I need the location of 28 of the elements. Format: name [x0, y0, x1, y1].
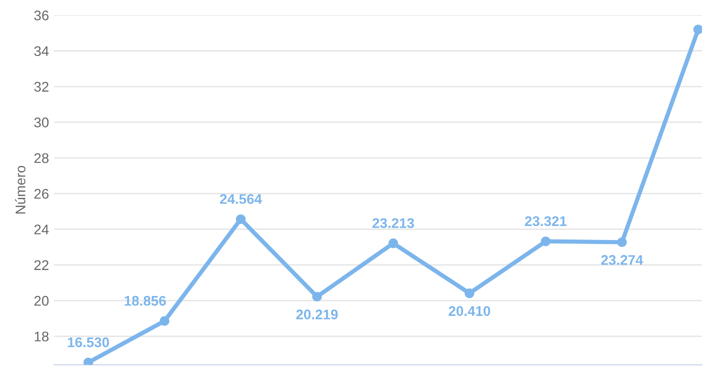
- y-tick-label: 20: [34, 296, 49, 306]
- data-label: 23.213: [372, 218, 414, 228]
- y-tick-label: 24: [34, 224, 49, 234]
- data-label: 24.564: [220, 194, 262, 204]
- point: [464, 288, 474, 298]
- y-tick-label: 36: [34, 10, 49, 20]
- data-label: 20.410: [448, 306, 490, 316]
- y-tick-label: 28: [34, 153, 49, 164]
- point: [312, 292, 322, 302]
- y-tick-label: 22: [34, 260, 48, 270]
- data-label: 18.856: [124, 296, 166, 306]
- y-axis-title: Número: [15, 166, 26, 214]
- point: [693, 24, 702, 34]
- point: [236, 214, 246, 224]
- y-tick-label: 32: [34, 82, 48, 92]
- y-tick-label: 34: [34, 46, 49, 56]
- point: [617, 237, 627, 248]
- data-label: 16.530: [68, 337, 109, 348]
- point: [388, 238, 398, 248]
- point: [83, 358, 94, 365]
- data-label: 23.321: [524, 216, 567, 226]
- y-tick-label: 18: [34, 332, 49, 342]
- data-label: 20.219: [296, 310, 338, 320]
- point: [160, 316, 170, 326]
- y-tick-label: 30: [34, 118, 49, 128]
- data-label: 23.274: [601, 255, 644, 265]
- y-tick-label: 26: [34, 188, 49, 199]
- point: [540, 236, 551, 246]
